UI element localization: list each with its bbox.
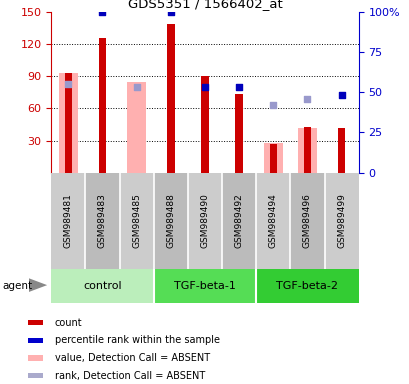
Point [201, 84, 208, 90]
Bar [235, 94, 242, 173]
Text: GSM989483: GSM989483 [98, 194, 107, 248]
Text: rank, Detection Call = ABSENT: rank, Detection Call = ABSENT [55, 371, 204, 381]
Text: TGF-beta-1: TGF-beta-1 [174, 281, 235, 291]
Bar [166, 25, 174, 173]
Bar [85, 173, 119, 269]
Bar [153, 269, 256, 303]
Point [270, 102, 276, 108]
Bar [28, 320, 43, 325]
Text: control: control [83, 281, 121, 291]
Bar [119, 173, 153, 269]
Bar [28, 355, 43, 361]
Text: count: count [55, 318, 82, 328]
Bar [297, 127, 316, 173]
Text: GSM989494: GSM989494 [268, 194, 277, 248]
Bar [324, 173, 358, 269]
Bar [65, 73, 72, 173]
Bar [263, 143, 282, 173]
Polygon shape [29, 278, 47, 292]
Bar [290, 173, 324, 269]
Text: agent: agent [2, 281, 32, 291]
Bar [51, 173, 85, 269]
Point [337, 92, 344, 98]
Point [167, 8, 174, 15]
Text: GSM989481: GSM989481 [64, 194, 73, 248]
Bar [187, 173, 222, 269]
Point [235, 84, 242, 90]
Bar [28, 338, 43, 343]
Point [65, 81, 72, 87]
Text: value, Detection Call = ABSENT: value, Detection Call = ABSENT [55, 353, 209, 363]
Bar [303, 127, 310, 173]
Text: GSM989499: GSM989499 [336, 194, 345, 248]
Point [133, 84, 139, 90]
Bar [127, 83, 146, 173]
Bar [222, 173, 256, 269]
Bar [59, 73, 78, 173]
Text: GSM989492: GSM989492 [234, 194, 243, 248]
Text: percentile rank within the sample: percentile rank within the sample [55, 335, 219, 345]
Point [303, 96, 310, 102]
Text: GSM989490: GSM989490 [200, 194, 209, 248]
Bar [201, 76, 208, 173]
Text: TGF-beta-2: TGF-beta-2 [276, 281, 338, 291]
Text: GSM989485: GSM989485 [132, 194, 141, 248]
Text: GSM989488: GSM989488 [166, 194, 175, 248]
Bar [269, 144, 276, 173]
Bar [256, 173, 290, 269]
Point [99, 8, 106, 15]
Bar [153, 173, 187, 269]
Bar [28, 373, 43, 378]
Text: GSM989496: GSM989496 [302, 194, 311, 248]
Bar [99, 38, 106, 173]
Bar [51, 269, 153, 303]
Bar [256, 269, 358, 303]
Title: GDS5351 / 1566402_at: GDS5351 / 1566402_at [127, 0, 282, 10]
Bar [337, 127, 344, 173]
